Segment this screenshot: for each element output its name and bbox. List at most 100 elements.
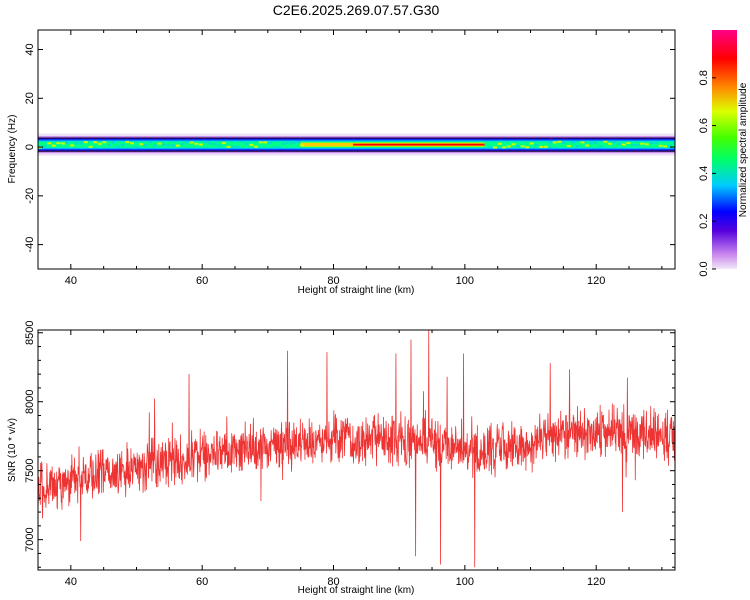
spectrogram-speckle (240, 140, 245, 143)
spectrogram-speckle (102, 141, 107, 144)
snr-x-axis-label: Height of straight line (km) (298, 585, 415, 596)
spectrogram-speckle (235, 145, 240, 148)
snr-x-tick-label: 120 (587, 576, 605, 588)
spectrogram-speckle (231, 146, 236, 149)
spectrogram-speckle (502, 146, 507, 149)
spectrogram-band-segment-0-level-5 (38, 141, 138, 148)
spectrogram-speckle (539, 145, 544, 148)
spectrogram-x-tick-label: 60 (196, 275, 208, 287)
figure-title: C2E6.2025.269.07.57.G30 (272, 2, 440, 18)
colorbar-tick-label: 0.2 (698, 214, 710, 229)
spectrogram-speckle (47, 142, 52, 145)
colorbar: 0.0 0.2 0.4 0.6 0.8 Normalized spectral ampl… (698, 30, 749, 277)
spectrogram-speckle (139, 143, 144, 146)
snr-y-tick-label: 8000 (24, 389, 36, 413)
snr-x-tick-label: 60 (196, 576, 208, 588)
spectrogram-y-tick-label: 0 (24, 144, 36, 150)
spectrogram-speckle (258, 141, 263, 144)
spectrogram-speckle (594, 142, 599, 145)
spectrogram-speckle (580, 141, 585, 144)
spectrogram-x-tick-label: 80 (327, 275, 339, 287)
spectrogram-speckle (88, 145, 93, 148)
spectrogram-speckle (635, 143, 640, 146)
spectrogram-speckle (571, 141, 576, 144)
spectrogram-speckle (667, 144, 672, 147)
spectrogram-speckle (93, 141, 98, 144)
spectrogram-speckle (557, 140, 562, 143)
spectrogram-speckle (70, 144, 75, 147)
spectrogram-speckle (272, 146, 277, 149)
colorbar-tick-label: 0.8 (698, 70, 710, 85)
spectrogram-speckle (217, 144, 222, 147)
spectrogram-speckle (543, 145, 548, 148)
spectrogram-speckle (617, 142, 622, 145)
spectrogram-speckle (631, 143, 636, 146)
spectrogram-speckle (152, 144, 157, 147)
spectrogram-speckle (644, 143, 649, 146)
spectrogram-speckle (79, 142, 84, 145)
spectrogram-speckle (74, 142, 79, 145)
spectrogram-speckle (658, 144, 663, 147)
spectrogram-speckle (516, 144, 521, 147)
spectrogram-x-tick-label: 40 (65, 275, 77, 287)
spectrogram-speckle (42, 144, 47, 147)
spectrogram-speckle (116, 145, 121, 148)
spectrogram-speckle (672, 142, 675, 145)
spectrogram-speckle (171, 144, 176, 147)
spectrogram-speckle (226, 145, 231, 148)
spectrogram-speckle (194, 142, 199, 145)
spectrogram-speckle (603, 140, 608, 143)
spectrogram-speckle (575, 145, 580, 148)
spectrogram-speckle (83, 141, 88, 144)
spectrogram-speckle (263, 141, 268, 144)
spectrogram-y-tick-label: 20 (24, 92, 36, 104)
spectrogram-speckle (520, 145, 525, 148)
spectrogram-band-segment-4-level-5 (484, 141, 551, 148)
colorbar-ticks: 0.0 0.2 0.4 0.6 0.8 (698, 70, 716, 277)
spectrogram-speckle (612, 141, 617, 144)
spectrogram-band (38, 133, 675, 156)
spectrogram-speckle (598, 145, 603, 148)
spectrogram-speckle (244, 142, 249, 145)
spectrogram-speckle (51, 144, 56, 147)
spectrogram-speckle (529, 142, 534, 145)
spectrogram-speckle (212, 143, 217, 146)
snr-x-tick-label: 100 (456, 576, 474, 588)
spectrogram-speckle (663, 145, 668, 148)
spectrogram-speckle (626, 142, 631, 145)
spectrogram-speckle (506, 145, 511, 148)
spectrogram-speckle (525, 146, 530, 149)
spectrogram-speckle (493, 146, 498, 149)
spectrogram-speckle (198, 143, 203, 146)
spectrogram-speckle (566, 145, 571, 148)
colorbar-tick-label: 0.6 (698, 118, 710, 133)
spectrogram-speckle (56, 142, 61, 145)
spectrogram-speckle (552, 141, 557, 144)
spectrogram-speckle (295, 141, 300, 144)
spectrogram-speckle (286, 142, 291, 145)
spectrogram-y-tick-label: 40 (24, 43, 36, 55)
spectrogram-speckle (488, 145, 493, 148)
snr-y-tick-label: 7500 (24, 458, 36, 482)
colorbar-label: Normalized spectral amplitude (738, 82, 749, 217)
spectrogram-speckle (180, 142, 185, 145)
spectrogram-speckle (548, 141, 553, 144)
spectrogram-speckle (497, 142, 502, 145)
spectrogram-speckle (120, 144, 125, 147)
spectrogram-speckle (534, 143, 539, 146)
spectrogram-speckle (65, 141, 70, 144)
spectrogram-speckle (111, 141, 116, 144)
spectrogram-speckle (203, 141, 208, 144)
spectrogram-speckle (267, 142, 272, 145)
spectrogram-speckle (208, 142, 213, 145)
spectrogram-speckle (249, 143, 254, 146)
spectrogram-speckle (649, 142, 654, 145)
spectrogram-speckle (254, 145, 259, 148)
spectrogram-x-tick-label: 100 (456, 275, 474, 287)
spectrogram-speckle (621, 143, 626, 146)
spectrogram-speckle (148, 141, 153, 144)
spectrogram-speckle (281, 142, 286, 145)
spectrogram-speckle (185, 141, 190, 144)
colorbar-tick-label: 0.0 (698, 261, 710, 276)
spectrogram-x-tick-label: 120 (587, 275, 605, 287)
